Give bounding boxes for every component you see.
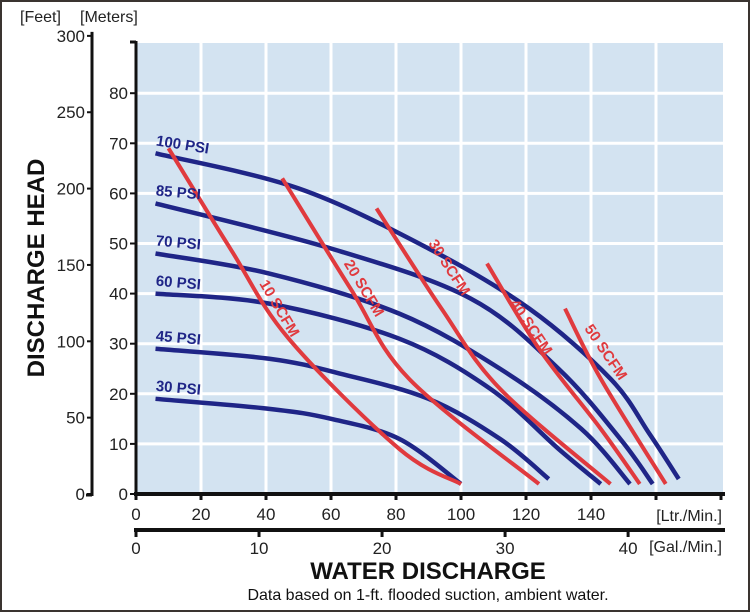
x-axis-title: WATER DISCHARGE <box>310 558 546 585</box>
y-tick-label-feet: 50 <box>66 409 85 428</box>
pressure-label: 70 PSI <box>155 233 201 254</box>
x-tick-label-liters: 140 <box>577 505 605 524</box>
y-tick-label-meters: 80 <box>109 84 128 103</box>
x-unit-gallons: [Gal./Min.] <box>649 539 722 556</box>
x-tick-label-gallons: 0 <box>131 539 140 558</box>
x-tick-label-liters: 20 <box>192 505 211 524</box>
air-curve-20-scfm <box>280 177 541 486</box>
y-tick-label-meters: 60 <box>109 184 128 203</box>
x-tick-label-liters: 40 <box>257 505 276 524</box>
x-tick-label-liters: 60 <box>322 505 341 524</box>
y-tick-label-feet: 0 <box>76 485 85 504</box>
y-tick-label-feet: 100 <box>57 332 85 351</box>
x-tick-label-liters: 80 <box>387 505 406 524</box>
chart-note: Data based on 1-ft. flooded suction, amb… <box>247 587 608 604</box>
x-tick-label-gallons: 20 <box>373 539 392 558</box>
air-curve-30-scfm <box>374 207 612 486</box>
y-tick-label-meters: 70 <box>109 134 128 153</box>
y-tick-label-meters: 30 <box>109 335 128 354</box>
y-tick-label-meters: 20 <box>109 385 128 404</box>
y-tick-label-meters: 40 <box>109 285 128 304</box>
pressure-label: 60 PSI <box>155 273 201 294</box>
air-curve-10-scfm <box>166 147 462 486</box>
x-tick-label-liters: 120 <box>512 505 540 524</box>
series-group <box>154 147 681 486</box>
air-curve-40-scfm <box>485 262 642 486</box>
pressure-label: 85 PSI <box>155 182 201 203</box>
y-tick-label-meters: 50 <box>109 235 128 254</box>
pressure-label: 45 PSI <box>155 328 201 349</box>
pressure-label: 30 PSI <box>155 378 201 399</box>
pressure-curve-60-psi <box>155 291 603 486</box>
pressure-curve-45-psi <box>155 346 551 481</box>
air-curve-50-scfm <box>563 307 668 486</box>
pressure-curve-70-psi <box>155 251 632 486</box>
plot-area <box>136 43 723 494</box>
y-unit-meters: [Meters] <box>80 9 138 26</box>
x-tick-label-liters: 0 <box>131 505 140 524</box>
y-tick-label-feet: 300 <box>57 27 85 46</box>
x-tick-label-gallons: 40 <box>619 539 638 558</box>
x-unit-liters: [Ltr./Min.] <box>656 508 722 525</box>
y-tick-label-feet: 250 <box>57 103 85 122</box>
y-tick-label-feet: 150 <box>57 256 85 275</box>
pressure-curve-30-psi <box>155 396 463 486</box>
pressure-curve-85-psi <box>154 201 655 486</box>
y-tick-label-meters: 0 <box>119 485 128 504</box>
y-axis-title: DISCHARGE HEAD <box>23 159 50 378</box>
y-tick-label-feet: 200 <box>57 180 85 199</box>
x-tick-label-liters: 100 <box>447 505 475 524</box>
x-tick-label-gallons: 30 <box>496 539 515 558</box>
y-tick-label-meters: 10 <box>109 435 128 454</box>
x-tick-label-gallons: 10 <box>250 539 269 558</box>
y-unit-feet: [Feet] <box>20 9 61 26</box>
